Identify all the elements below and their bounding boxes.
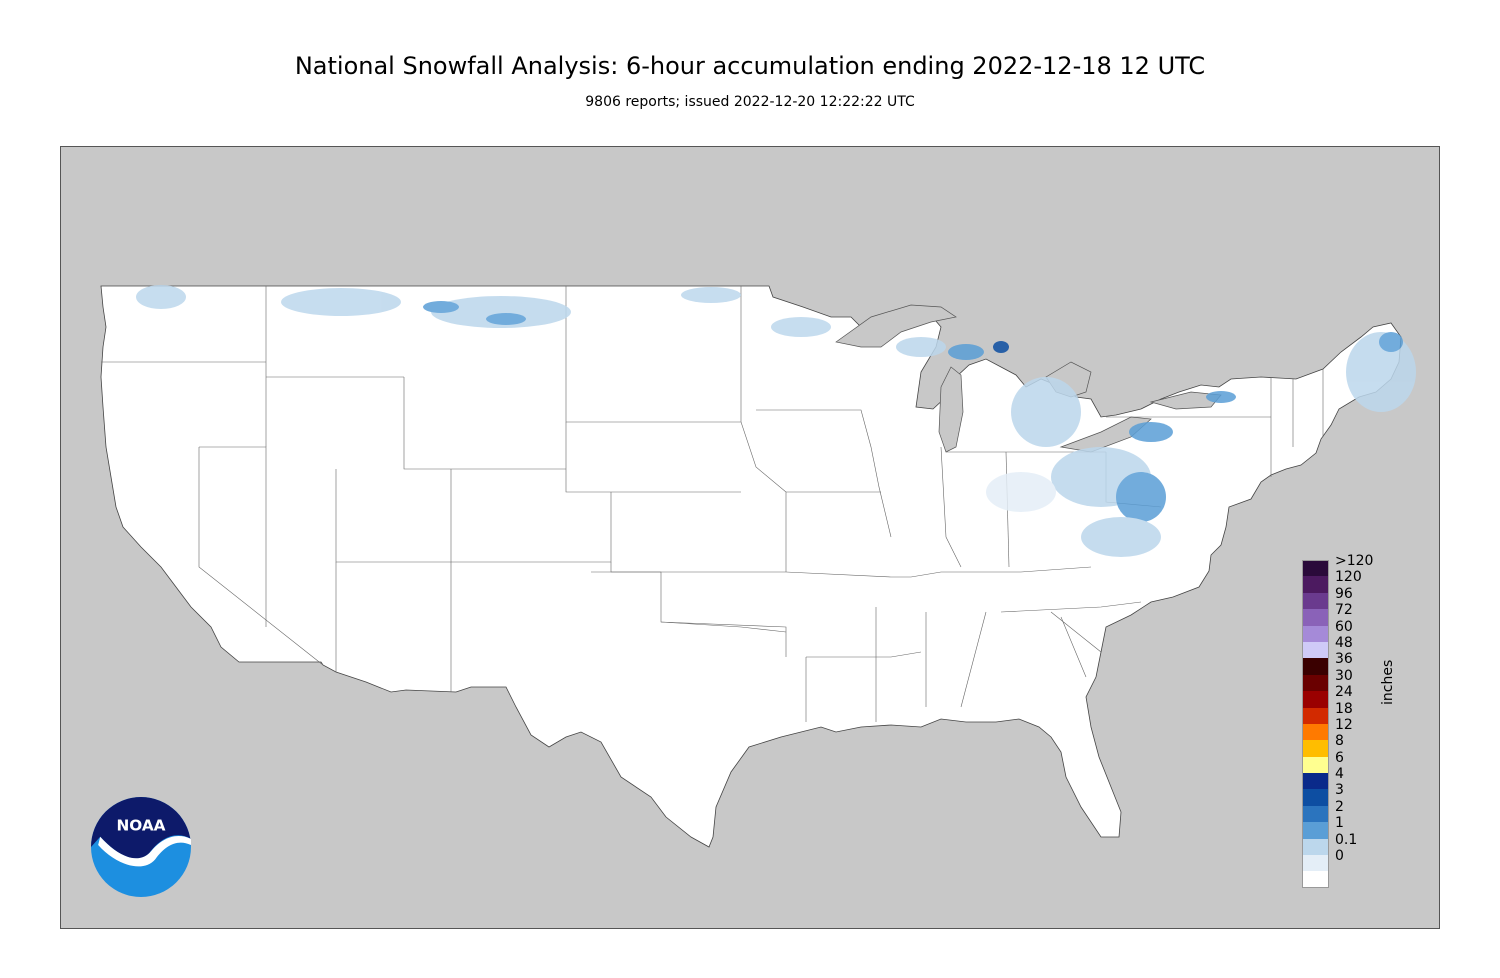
legend-label: 8 [1335, 733, 1344, 750]
legend-swatch [1302, 855, 1329, 872]
state-borders [101, 286, 1324, 722]
legend-swatch [1302, 560, 1329, 577]
legend-label: 6 [1335, 749, 1344, 766]
legend-colorbar [1302, 560, 1330, 888]
legend-label [1335, 864, 1373, 880]
legend-swatch [1302, 576, 1329, 593]
legend-swatch [1302, 691, 1329, 708]
legend-swatch [1302, 773, 1329, 790]
legend-swatch [1302, 723, 1329, 741]
map-subtitle: 9806 reports; issued 2022-12-20 12:22:22… [585, 94, 915, 110]
noaa-logo-text: NOAA [116, 817, 165, 835]
legend-swatch [1302, 592, 1329, 610]
legend-label: 120 [1335, 569, 1362, 586]
great-lakes [835, 304, 1222, 453]
legend-label: 0.1 [1335, 831, 1358, 848]
noaa-logo-icon: NOAA [91, 797, 191, 897]
legend-swatch [1302, 658, 1329, 675]
legend-label: 30 [1335, 667, 1353, 684]
legend-label: 60 [1335, 618, 1353, 635]
legend-swatch [1302, 674, 1329, 692]
snowfall-map [60, 146, 1440, 929]
snowfall-shading [136, 285, 1416, 557]
legend-swatch [1302, 805, 1329, 823]
legend-label: 1 [1335, 815, 1344, 832]
legend-swatch [1302, 756, 1329, 774]
legend-swatch [1302, 740, 1329, 757]
legend-label: 24 [1335, 684, 1353, 701]
legend-label: 96 [1335, 585, 1353, 602]
legend-label: 36 [1335, 651, 1353, 668]
legend-label: 2 [1335, 798, 1344, 815]
legend-swatch [1302, 625, 1329, 642]
legend-swatch [1302, 609, 1329, 626]
legend-swatch [1302, 707, 1329, 724]
legend-swatch [1302, 822, 1329, 839]
map-title: National Snowfall Analysis: 6-hour accum… [294, 52, 1206, 80]
legend-label: 0 [1335, 848, 1344, 865]
legend-label: 72 [1335, 602, 1353, 619]
legend-unit: inches [1380, 659, 1396, 705]
legend-swatch [1302, 838, 1329, 856]
legend-label: 4 [1335, 766, 1344, 783]
legend-label: 18 [1335, 700, 1353, 717]
legend-label: 3 [1335, 782, 1344, 799]
legend-swatch [1302, 641, 1329, 659]
legend-swatch [1302, 871, 1329, 888]
legend-labels: >120 120 96 72 60 48 36 30 24 18 12 8 6 4 3 2 1 0.1 0 [1335, 553, 1373, 881]
legend-label: 48 [1335, 634, 1353, 651]
legend-label: 12 [1335, 716, 1353, 733]
legend-label: >120 [1335, 553, 1374, 569]
conus-landmass [100, 285, 1402, 848]
legend-swatch [1302, 789, 1329, 806]
